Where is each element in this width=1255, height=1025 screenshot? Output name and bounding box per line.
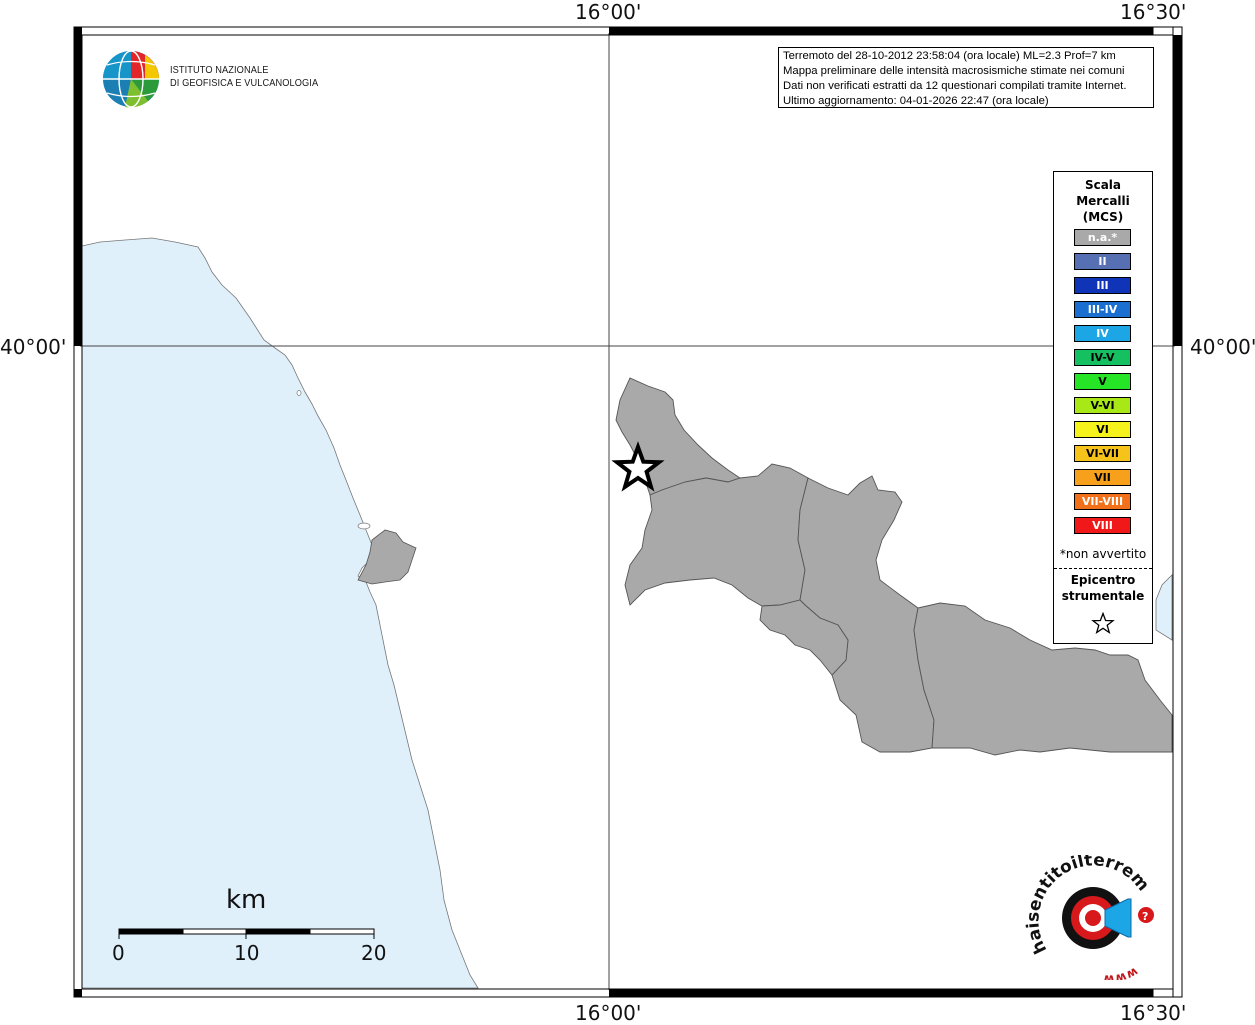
legend-divider <box>1054 568 1152 569</box>
scale-bar-tick: 20 <box>361 941 387 965</box>
scale-bar <box>118 928 375 939</box>
municipality-3 <box>797 475 935 753</box>
sea-area <box>81 237 479 989</box>
legend-epicenter-line: strumentale <box>1061 589 1145 603</box>
ingv-name-line2: DI GEOFISICA E VULCANOLOGIA <box>170 77 319 89</box>
islet <box>296 390 302 396</box>
scale-bar-tick: 10 <box>234 941 260 965</box>
legend-item: VIII <box>1074 517 1131 534</box>
legend-item: n.a.* <box>1074 229 1131 246</box>
top-lon-label-16-00: 16°00' <box>575 0 642 24</box>
left-lat-label: 40°00' <box>0 335 67 359</box>
legend-title-line: Scala <box>1084 178 1122 192</box>
legend-title-line: (MCS) <box>1082 210 1124 224</box>
map-frame <box>73 26 1183 998</box>
ingv-globe-logo <box>103 50 159 108</box>
event-info-line: Terremoto del 28-10-2012 23:58:04 (ora l… <box>783 50 1116 62</box>
epicenter-star-icon[interactable] <box>611 441 665 492</box>
legend-item: IV-V <box>1074 349 1131 366</box>
legend-item: VII-VIII <box>1074 493 1131 510</box>
legend-note: *non avvertito <box>1059 547 1147 561</box>
legend-item: VI-VII <box>1074 445 1131 462</box>
legend-item: VII <box>1074 469 1131 486</box>
legend-item: V <box>1074 373 1131 390</box>
legend-epicenter-label: Epicentro strumentale <box>1054 572 1152 604</box>
legend-item: III-IV <box>1074 301 1131 318</box>
legend-item: III <box>1074 277 1131 294</box>
event-info-line: Dati non verificati estratti da 12 quest… <box>783 80 1127 92</box>
legend-epicenter-line: Epicentro <box>1070 573 1136 587</box>
hsit-target-logo[interactable]: haisentitoilterremoto.it www. ? <box>1025 855 1160 980</box>
right-lat-label: 40°00' <box>1190 335 1255 359</box>
legend-item: II <box>1074 253 1131 270</box>
star-icon <box>1091 612 1115 634</box>
legend-item: V-VI <box>1074 397 1131 414</box>
top-lon-label-16-30: 16°30' <box>1120 0 1187 24</box>
municipality-4 <box>759 599 849 676</box>
ingv-name-line1: ISTITUTO NAZIONALE <box>170 64 269 76</box>
svg-text:?: ? <box>1142 910 1148 923</box>
event-info-line: Ultimo aggiornamento: 04-01-2026 22:47 (… <box>783 95 1049 107</box>
municipality-5 <box>913 602 1173 756</box>
ingv-logo-text: ISTITUTO NAZIONALE DI GEOFISICA E VULCAN… <box>170 64 338 90</box>
event-info-box: Terremoto del 28-10-2012 23:58:04 (ora l… <box>778 47 1154 108</box>
legend-item: IV <box>1074 325 1131 342</box>
scale-bar-unit: km <box>226 885 267 915</box>
sea-area-east <box>1155 574 1173 641</box>
bottom-lon-label-16-30: 16°30' <box>1120 1001 1187 1025</box>
municipality-coastal <box>357 529 417 585</box>
legend-item: VI <box>1074 421 1131 438</box>
event-info-line: Mappa preliminare delle intensità macros… <box>783 65 1125 77</box>
mcs-legend: Scala Mercalli (MCS) n.a.* II III III-IV IV I… <box>1053 171 1153 644</box>
bottom-lon-label-16-00: 16°00' <box>575 1001 642 1025</box>
legend-title: Scala Mercalli (MCS) <box>1054 177 1152 225</box>
scale-bar-tick: 0 <box>112 941 125 965</box>
legend-title-line: Mercalli <box>1076 194 1130 208</box>
islet <box>357 522 371 530</box>
